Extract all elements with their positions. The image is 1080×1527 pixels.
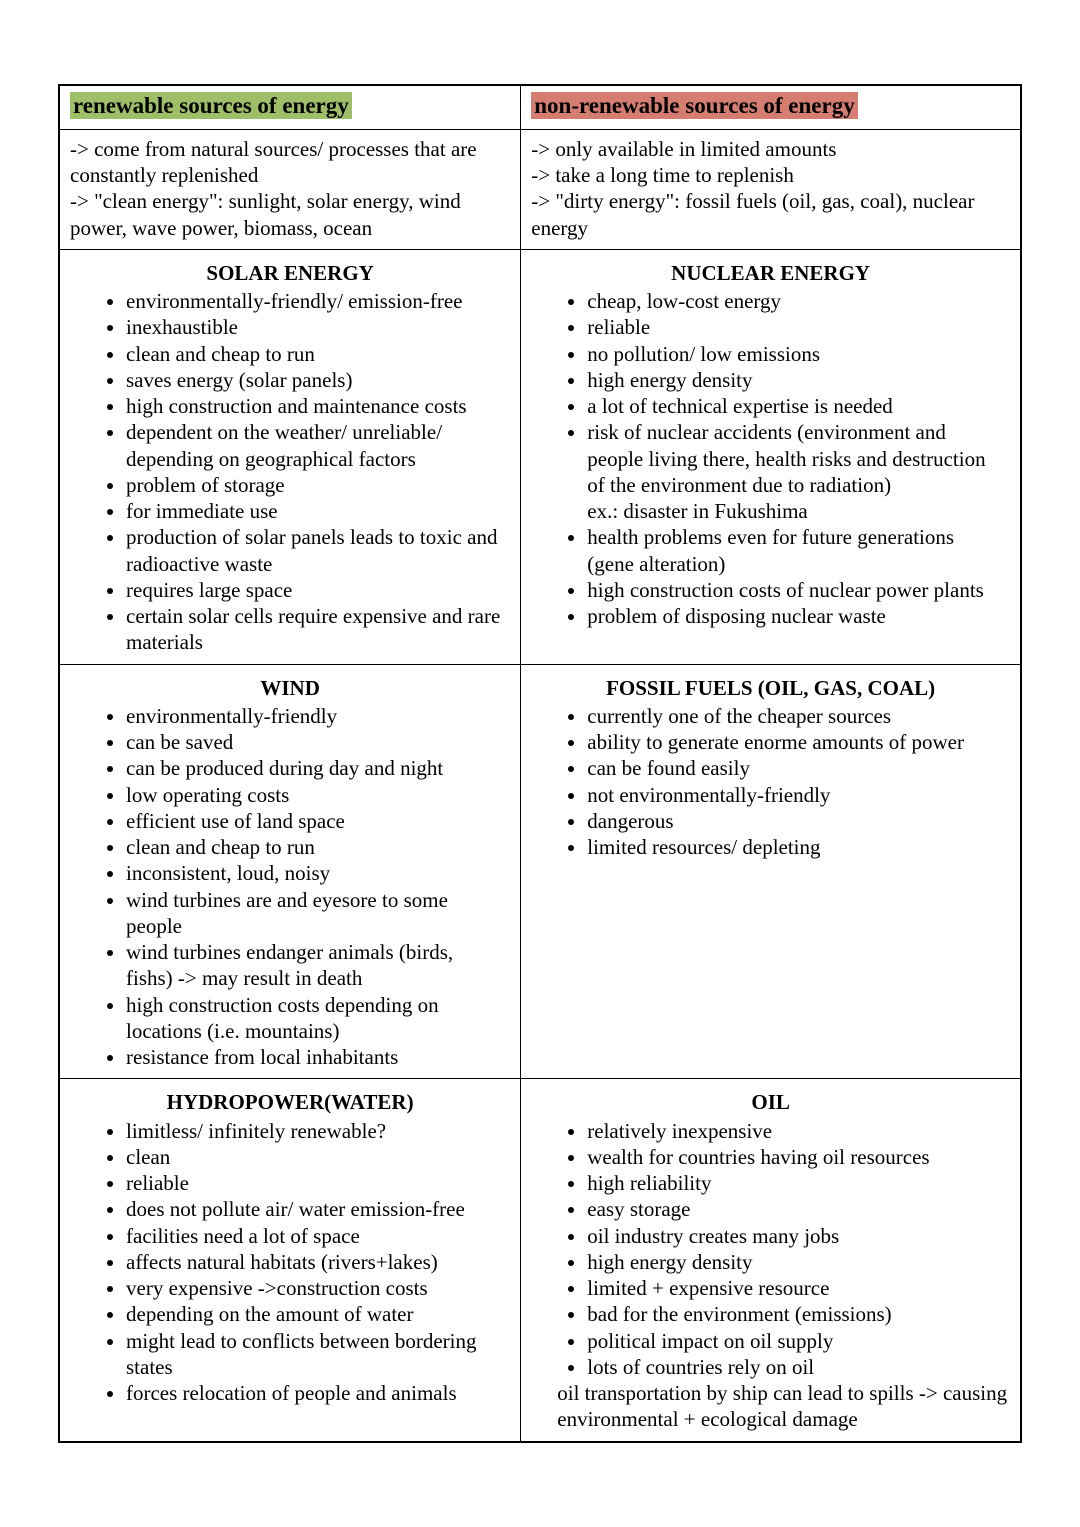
renewable-header-text: renewable sources of energy	[70, 92, 352, 119]
nonrenewable-header-text: non-renewable sources of energy	[531, 92, 857, 119]
section-title: SOLAR ENERGY	[70, 260, 510, 286]
table-header-row: renewable sources of energy non-renewabl…	[59, 85, 1021, 129]
bullet-item: environmentally-friendly	[126, 703, 504, 729]
bullet-item: efficient use of land space	[126, 808, 504, 834]
nonrenewable-section-cell: FOSSIL FUELS (OIL, GAS, COAL)currently o…	[521, 664, 1021, 1079]
bullet-item: environmentally-friendly/ emission-free	[126, 288, 504, 314]
bullet-item: political impact on oil supply	[587, 1328, 1004, 1354]
bullet-item: dependent on the weather/ unreliable/ de…	[126, 419, 504, 472]
bullet-list: environmentally-friendly/ emission-freei…	[70, 288, 510, 656]
renewable-intro-cell: -> come from natural sources/ processes …	[59, 129, 521, 249]
bullet-item: ability to generate enorme amounts of po…	[587, 729, 1004, 755]
bullet-item: cheap, low-cost energy	[587, 288, 1004, 314]
bullet-item: clean and cheap to run	[126, 834, 504, 860]
bullet-item: for immediate use	[126, 498, 504, 524]
nonrenewable-section-cell: NUCLEAR ENERGYcheap, low-cost energyreli…	[521, 249, 1021, 664]
intro-line: -> come from natural sources/ processes …	[70, 136, 510, 189]
bullet-item: limitless/ infinitely renewable?	[126, 1118, 504, 1144]
bullet-item: not environmentally-friendly	[587, 782, 1004, 808]
bullet-list: currently one of the cheaper sourcesabil…	[531, 703, 1010, 861]
bullet-item: resistance from local inhabitants	[126, 1044, 504, 1070]
bullet-item: does not pollute air/ water emission-fre…	[126, 1196, 504, 1222]
bullet-item: high construction and maintenance costs	[126, 393, 504, 419]
page: renewable sources of energy non-renewabl…	[0, 0, 1080, 1527]
bullet-item: can be found easily	[587, 755, 1004, 781]
bullet-item: high construction costs depending on loc…	[126, 992, 504, 1045]
energy-comparison-table: renewable sources of energy non-renewabl…	[58, 84, 1022, 1443]
bullet-item: health problems even for future generati…	[587, 524, 1004, 577]
table-section-row: HYDROPOWER(WATER) limitless/ infinitely r…	[59, 1079, 1021, 1442]
bullet-item: inexhaustible	[126, 314, 504, 340]
renewable-section-cell: WINDenvironmentally-friendlycan be saved…	[59, 664, 521, 1079]
bullet-item: lots of countries rely on oil	[587, 1354, 1004, 1380]
bullet-item: dangerous	[587, 808, 1004, 834]
bullet-item: problem of storage	[126, 472, 504, 498]
section-title: NUCLEAR ENERGY	[531, 260, 1010, 286]
bullet-item: currently one of the cheaper sources	[587, 703, 1004, 729]
table-section-row: WINDenvironmentally-friendlycan be saved…	[59, 664, 1021, 1079]
bullet-item: high construction costs of nuclear power…	[587, 577, 1004, 603]
bullet-list: environmentally-friendlycan be savedcan …	[70, 703, 510, 1071]
bullet-item: low operating costs	[126, 782, 504, 808]
nonrenewable-header-cell: non-renewable sources of energy	[521, 85, 1021, 129]
bullet-item: bad for the environment (emissions)	[587, 1301, 1004, 1327]
renewable-section-cell: HYDROPOWER(WATER) limitless/ infinitely r…	[59, 1079, 521, 1442]
bullet-item: limited + expensive resource	[587, 1275, 1004, 1301]
bullet-item: certain solar cells require expensive an…	[126, 603, 504, 656]
intro-line: -> "clean energy": sunlight, solar energ…	[70, 188, 510, 241]
bullet-item: easy storage	[587, 1196, 1004, 1222]
nonrenewable-section-cell: OIL relatively inexpensivewealth for coun…	[521, 1079, 1021, 1442]
bullet-item: can be saved	[126, 729, 504, 755]
bullet-item: risk of nuclear accidents (environment a…	[587, 419, 1004, 524]
bullet-item: high energy density	[587, 367, 1004, 393]
bullet-item: reliable	[126, 1170, 504, 1196]
nonrenewable-intro-cell: -> only available in limited amounts-> t…	[521, 129, 1021, 249]
bullet-item: a lot of technical expertise is needed	[587, 393, 1004, 419]
bullet-item: saves energy (solar panels)	[126, 367, 504, 393]
bullet-item: oil industry creates many jobs	[587, 1223, 1004, 1249]
bullet-list: limitless/ infinitely renewable?cleanrel…	[70, 1118, 510, 1407]
renewable-intro-lines: -> come from natural sources/ processes …	[70, 136, 510, 241]
bullet-item: might lead to conflicts between borderin…	[126, 1328, 504, 1381]
bullet-item: wind turbines endanger animals (birds, f…	[126, 939, 504, 992]
bullet-item: wealth for countries having oil resource…	[587, 1144, 1004, 1170]
table-intro-row: -> come from natural sources/ processes …	[59, 129, 1021, 249]
bullet-item: high energy density	[587, 1249, 1004, 1275]
renewable-section-cell: SOLAR ENERGYenvironmentally-friendly/ em…	[59, 249, 521, 664]
bullet-item: wind turbines are and eyesore to some pe…	[126, 887, 504, 940]
bullet-item: inconsistent, loud, noisy	[126, 860, 504, 886]
table-section-row: SOLAR ENERGYenvironmentally-friendly/ em…	[59, 249, 1021, 664]
section-title: HYDROPOWER(WATER)	[70, 1089, 510, 1115]
bullet-item: relatively inexpensive	[587, 1118, 1004, 1144]
bullet-item: requires large space	[126, 577, 504, 603]
bullet-item: production of solar panels leads to toxi…	[126, 524, 504, 577]
bullet-list: cheap, low-cost energyreliableno polluti…	[531, 288, 1010, 629]
bullet-item: affects natural habitats (rivers+lakes)	[126, 1249, 504, 1275]
bullet-item: can be produced during day and night	[126, 755, 504, 781]
section-after-note: oil transportation by ship can lead to s…	[557, 1380, 1010, 1433]
bullet-list: relatively inexpensivewealth for countri…	[531, 1118, 1010, 1381]
bullet-item: forces relocation of people and animals	[126, 1380, 504, 1406]
bullet-item: facilities need a lot of space	[126, 1223, 504, 1249]
section-title: WIND	[70, 675, 510, 701]
bullet-item: clean	[126, 1144, 504, 1170]
bullet-item: clean and cheap to run	[126, 341, 504, 367]
nonrenewable-intro-lines: -> only available in limited amounts-> t…	[531, 136, 1010, 241]
bullet-item: depending on the amount of water	[126, 1301, 504, 1327]
bullet-item: very expensive ->construction costs	[126, 1275, 504, 1301]
bullet-item: reliable	[587, 314, 1004, 340]
bullet-item: problem of disposing nuclear waste	[587, 603, 1004, 629]
intro-line: -> only available in limited amounts	[531, 136, 1010, 162]
bullet-item: no pollution/ low emissions	[587, 341, 1004, 367]
section-title: OIL	[531, 1089, 1010, 1115]
renewable-header-cell: renewable sources of energy	[59, 85, 521, 129]
bullet-item: limited resources/ depleting	[587, 834, 1004, 860]
intro-line: -> "dirty energy": fossil fuels (oil, ga…	[531, 188, 1010, 241]
bullet-item: high reliability	[587, 1170, 1004, 1196]
section-title: FOSSIL FUELS (OIL, GAS, COAL)	[531, 675, 1010, 701]
intro-line: -> take a long time to replenish	[531, 162, 1010, 188]
